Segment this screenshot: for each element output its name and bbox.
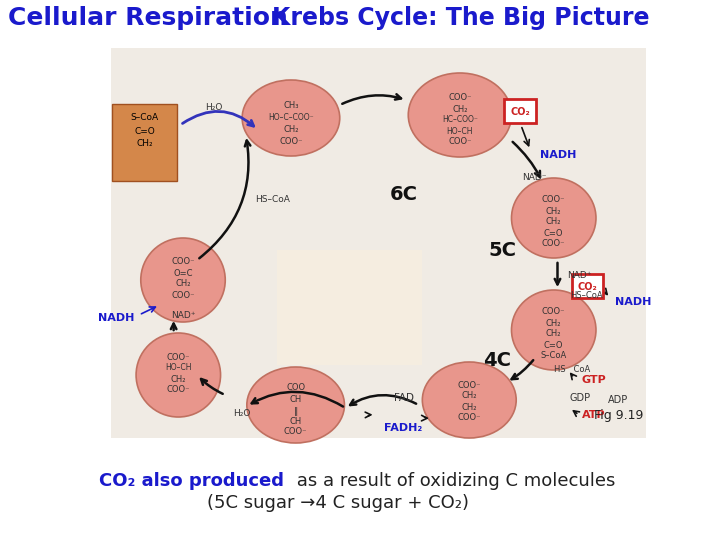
- Text: COO⁻: COO⁻: [542, 195, 565, 205]
- Text: CH₂: CH₂: [546, 329, 562, 339]
- Text: C=O: C=O: [134, 126, 155, 136]
- Text: NADH: NADH: [98, 313, 134, 323]
- Bar: [277, 250, 423, 365]
- Text: CH: CH: [289, 395, 302, 404]
- Text: COO⁻: COO⁻: [457, 414, 481, 422]
- Text: O=C: O=C: [174, 268, 193, 278]
- FancyBboxPatch shape: [572, 274, 603, 298]
- Text: CH₂: CH₂: [546, 319, 562, 327]
- Text: Krebs Cycle: The Big Picture: Krebs Cycle: The Big Picture: [272, 6, 649, 30]
- Text: CH₂: CH₂: [175, 280, 191, 288]
- Text: (5C sugar →4 C sugar + CO₂): (5C sugar →4 C sugar + CO₂): [207, 494, 469, 512]
- Text: GTP: GTP: [582, 375, 607, 385]
- Text: HC–COO⁻: HC–COO⁻: [442, 116, 478, 125]
- Text: CH₂: CH₂: [171, 375, 186, 383]
- Text: COO⁻: COO⁻: [284, 428, 307, 436]
- Text: HS   CoA: HS CoA: [554, 366, 590, 375]
- Text: CO₂: CO₂: [577, 282, 598, 292]
- Text: CH₂: CH₂: [546, 218, 562, 226]
- Text: NADH: NADH: [615, 297, 651, 307]
- Text: COO⁻: COO⁻: [166, 386, 190, 395]
- Text: Fig 9.19: Fig 9.19: [595, 408, 644, 422]
- Text: COO⁻: COO⁻: [448, 138, 472, 146]
- Text: ‖: ‖: [294, 407, 298, 415]
- Text: 5C: 5C: [488, 240, 516, 260]
- Text: COO⁻: COO⁻: [171, 291, 195, 300]
- Text: CH₂: CH₂: [546, 206, 562, 215]
- Text: S–CoA: S–CoA: [130, 113, 158, 123]
- Text: CH: CH: [289, 416, 302, 426]
- Text: GDP: GDP: [570, 393, 591, 403]
- Text: CO₂ also produced: CO₂ also produced: [99, 472, 284, 490]
- Ellipse shape: [511, 290, 596, 370]
- Text: COO⁻: COO⁻: [279, 138, 302, 146]
- Text: NAD⁺: NAD⁺: [171, 310, 195, 320]
- FancyBboxPatch shape: [504, 99, 536, 123]
- Text: NAD⁺: NAD⁺: [567, 271, 591, 280]
- Text: CO₂: CO₂: [510, 107, 530, 117]
- Text: CH₂: CH₂: [136, 139, 153, 148]
- Text: HS–CoA: HS–CoA: [570, 291, 603, 300]
- Text: FADH₂: FADH₂: [384, 423, 423, 433]
- Text: ATP: ATP: [582, 410, 606, 420]
- Text: HO–C–COO⁻: HO–C–COO⁻: [268, 113, 314, 123]
- Text: ADP: ADP: [608, 395, 629, 405]
- Text: S–CoA: S–CoA: [541, 352, 567, 361]
- Text: CH₂: CH₂: [462, 392, 477, 401]
- Text: 4C: 4C: [483, 350, 511, 369]
- Text: HO–CH: HO–CH: [165, 363, 192, 373]
- Text: Cellular Respiration: Cellular Respiration: [7, 6, 287, 30]
- Text: COO⁻: COO⁻: [171, 258, 195, 267]
- Text: CH₂: CH₂: [283, 125, 299, 134]
- Ellipse shape: [423, 362, 516, 438]
- Text: NADH: NADH: [540, 150, 576, 160]
- Text: NAD⁻: NAD⁻: [522, 173, 546, 183]
- Text: CH₂: CH₂: [452, 105, 467, 113]
- Text: COO⁻: COO⁻: [542, 240, 565, 248]
- Text: HO–CH: HO–CH: [446, 126, 473, 136]
- Text: FAD: FAD: [394, 393, 413, 403]
- Text: COO: COO: [286, 383, 305, 393]
- Text: H₂O: H₂O: [233, 409, 251, 418]
- Text: COO⁻: COO⁻: [457, 381, 481, 389]
- Text: as a result of oxidizing C molecules: as a result of oxidizing C molecules: [291, 472, 616, 490]
- Bar: [111, 48, 646, 438]
- Ellipse shape: [511, 178, 596, 258]
- Text: CH₂: CH₂: [462, 402, 477, 411]
- FancyBboxPatch shape: [112, 104, 177, 181]
- Text: C=O: C=O: [544, 341, 564, 349]
- Text: HS–CoA: HS–CoA: [255, 195, 289, 205]
- Ellipse shape: [136, 333, 220, 417]
- Text: 6C: 6C: [390, 186, 418, 205]
- Text: H₂O: H₂O: [205, 104, 222, 112]
- Text: CH₃: CH₃: [283, 102, 299, 111]
- Text: COO⁻: COO⁻: [542, 307, 565, 316]
- Text: COO⁻: COO⁻: [166, 353, 190, 361]
- Text: C=O: C=O: [544, 228, 564, 238]
- Ellipse shape: [408, 73, 511, 157]
- Ellipse shape: [247, 367, 344, 443]
- Text: COO⁻: COO⁻: [448, 93, 472, 103]
- Ellipse shape: [141, 238, 225, 322]
- Ellipse shape: [242, 80, 340, 156]
